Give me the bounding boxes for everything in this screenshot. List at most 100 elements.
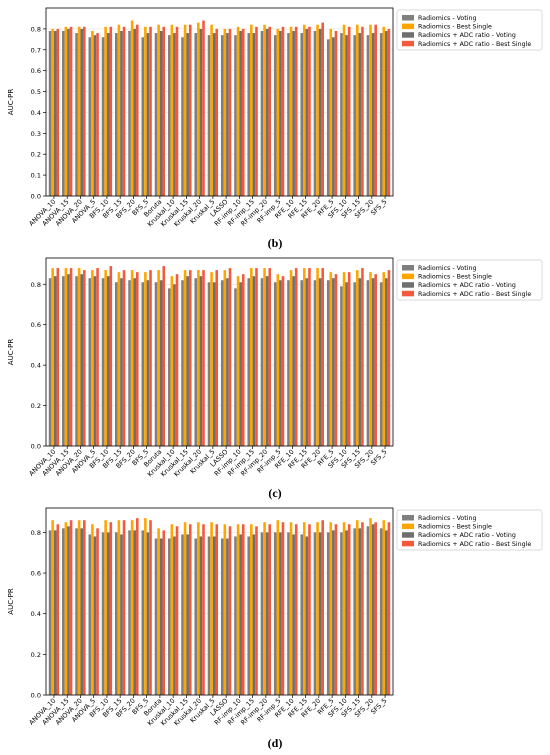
legend-swatch (402, 23, 414, 30)
bar-c (120, 278, 123, 446)
legend: Radiomics - Voting Radiomics - Best Singl… (396, 9, 543, 51)
bar-c (133, 278, 136, 446)
bar-c (157, 270, 160, 446)
bar-b (265, 28, 269, 197)
bar-c (104, 270, 107, 446)
bar-d (67, 526, 70, 695)
bar-d (133, 530, 136, 695)
axes-frame (45, 507, 394, 696)
bar-c (93, 276, 97, 446)
bar-b (162, 26, 166, 196)
bar-b (223, 28, 227, 197)
bar-b (64, 26, 68, 196)
bar-c (62, 276, 65, 446)
bar-d (48, 530, 52, 695)
bar-b (96, 33, 99, 196)
bar-d (294, 524, 298, 695)
bar-b (149, 26, 152, 196)
bar-d (255, 526, 258, 695)
bar-c (247, 278, 251, 446)
bar-b (355, 24, 359, 197)
bar-b (170, 24, 174, 197)
bar-b (146, 33, 150, 196)
bar-d (170, 524, 174, 695)
bar-d (236, 524, 240, 695)
bar-b (48, 30, 52, 196)
bar-c (236, 276, 240, 446)
bar-b (369, 24, 372, 197)
legend-box (396, 259, 543, 301)
bar-c (332, 278, 335, 446)
bar-d (149, 520, 152, 695)
bar-c (183, 270, 187, 446)
bar-d (313, 532, 317, 695)
y-tick-label: 0.0 (31, 692, 41, 700)
y-tick-label: 0.2 (31, 402, 41, 410)
bar-c (281, 276, 285, 446)
legend-label: Radiomics + ADC ratio - Voting (418, 282, 516, 289)
bar-d (263, 522, 266, 695)
legend-swatch (402, 515, 414, 521)
bar-b (157, 24, 160, 197)
bar-c (239, 282, 242, 446)
bar-c (67, 274, 70, 446)
legend-swatch (402, 282, 414, 288)
bar-b (303, 24, 306, 197)
bar-c (56, 268, 60, 446)
bar-b (379, 33, 383, 196)
bar-c (117, 272, 121, 446)
bar-b (241, 28, 245, 197)
bar-d (220, 538, 224, 695)
bar-c (75, 276, 78, 446)
bar-b (321, 22, 324, 196)
bar-d (334, 524, 338, 695)
bar-b (239, 30, 242, 196)
bar-c (273, 282, 277, 446)
y-tick-label: 0.8 (31, 25, 41, 33)
y-tick-label: 0.4 (31, 610, 41, 618)
bar-c (146, 280, 150, 446)
bar-c (300, 280, 304, 446)
bar-b (329, 28, 333, 197)
panel-caption-b: (b) (267, 236, 283, 250)
bar-d (64, 522, 68, 695)
bar-c (308, 268, 311, 446)
bar-c (265, 276, 269, 446)
bar-d (96, 528, 99, 695)
bar-b (263, 24, 266, 197)
bar-c (77, 268, 81, 446)
bar-d (141, 530, 145, 695)
bar-b (250, 24, 253, 197)
bar-c (316, 268, 319, 446)
y-tick-label: 0.7 (31, 46, 41, 54)
bar-d (382, 520, 386, 695)
bar-d (316, 522, 319, 695)
bar-c (197, 270, 200, 446)
bar-d (88, 534, 92, 695)
bar-d (117, 520, 121, 695)
bar-d (342, 522, 346, 695)
bar-c (353, 282, 356, 446)
bar-c (279, 280, 282, 446)
legend-label: Radiomics - Best Single (418, 274, 492, 281)
bar-c (149, 270, 152, 446)
bar-d (308, 524, 311, 695)
bar-c (144, 272, 147, 446)
bar-b (279, 30, 282, 196)
bar-d (173, 536, 176, 695)
bar-c (109, 266, 113, 446)
bar-b (91, 30, 94, 196)
bar-d (69, 520, 73, 695)
bar-c (382, 272, 386, 446)
bar-d (122, 520, 126, 695)
bar-b (234, 35, 237, 197)
y-tick-label: 0.2 (31, 151, 41, 159)
bar-d (355, 520, 359, 695)
bar-d (186, 534, 189, 695)
bar-b (122, 26, 126, 196)
bar-b (294, 26, 298, 196)
bar-d (91, 524, 94, 695)
bar-c (207, 282, 211, 446)
bar-d (197, 522, 200, 695)
bar-b (236, 26, 240, 196)
